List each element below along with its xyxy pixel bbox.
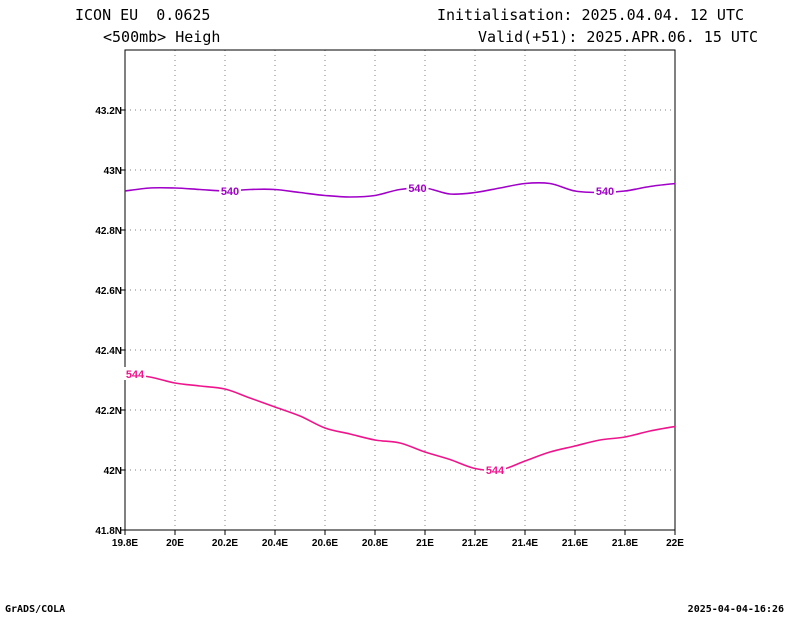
- contour-540: 540 540 540: [124, 181, 676, 198]
- init-time: Initialisation: 2025.04.04. 12 UTC: [436, 6, 744, 24]
- y-tick-label: 41.8N: [95, 526, 122, 537]
- x-tick-label: 19.8E: [112, 538, 138, 549]
- x-tick-label: 22E: [666, 538, 684, 549]
- contour-label-bg: [406, 181, 429, 194]
- x-tick-label: 21.6E: [562, 538, 588, 549]
- y-tick-label: 43N: [104, 166, 122, 177]
- x-tick-label: 20.4E: [262, 538, 288, 549]
- footer-credit: GrADS/COLA: [5, 604, 66, 615]
- contour-label: 544: [486, 465, 505, 477]
- contour-label: 540: [221, 186, 239, 198]
- contour-label-bg: [484, 463, 506, 476]
- contour-label: 544: [126, 369, 145, 381]
- y-tick-label: 42.2N: [95, 406, 122, 417]
- contour-line: [124, 373, 676, 472]
- x-tick-label: 20.8E: [362, 538, 388, 549]
- y-tick-label: 43.2N: [95, 106, 122, 117]
- x-tick-label: 20E: [166, 538, 184, 549]
- x-tick-label: 20.6E: [312, 538, 338, 549]
- contour-label-bg: [124, 367, 146, 380]
- contour-line: [124, 181, 676, 198]
- y-tick-label: 42.6N: [95, 286, 122, 297]
- y-tick-label: 42.8N: [95, 226, 122, 237]
- contour-label: 540: [408, 183, 426, 195]
- model-title: ICON EU 0.0625: [75, 6, 211, 24]
- x-tick-label: 21.8E: [612, 538, 638, 549]
- x-tick-label: 21.4E: [512, 538, 538, 549]
- contour-lines: 540 540 540 544 544: [124, 181, 676, 477]
- field-title: <500mb> Heigh: [103, 28, 221, 46]
- footer-timestamp: 2025-04-04-16:26: [687, 604, 784, 615]
- valid-time: Valid(+51): 2025.APR.06. 15 UTC: [478, 28, 758, 46]
- contour-label-bg: [594, 184, 616, 197]
- y-tick-label: 42.4N: [95, 346, 122, 357]
- grid: [125, 50, 675, 530]
- axis-ticks: 19.8E 20E 20.2E 20.4E 20.6E 20.8E 21E 21.2E 21.4…: [95, 106, 684, 549]
- x-tick-label: 20.2E: [212, 538, 238, 549]
- contour-label-bg: [219, 184, 241, 197]
- y-tick-label: 42N: [104, 466, 122, 477]
- contour-544: 544 544: [124, 367, 676, 477]
- x-tick-label: 21.2E: [462, 538, 488, 549]
- contour-label: 540: [596, 186, 614, 198]
- x-tick-label: 21E: [416, 538, 434, 549]
